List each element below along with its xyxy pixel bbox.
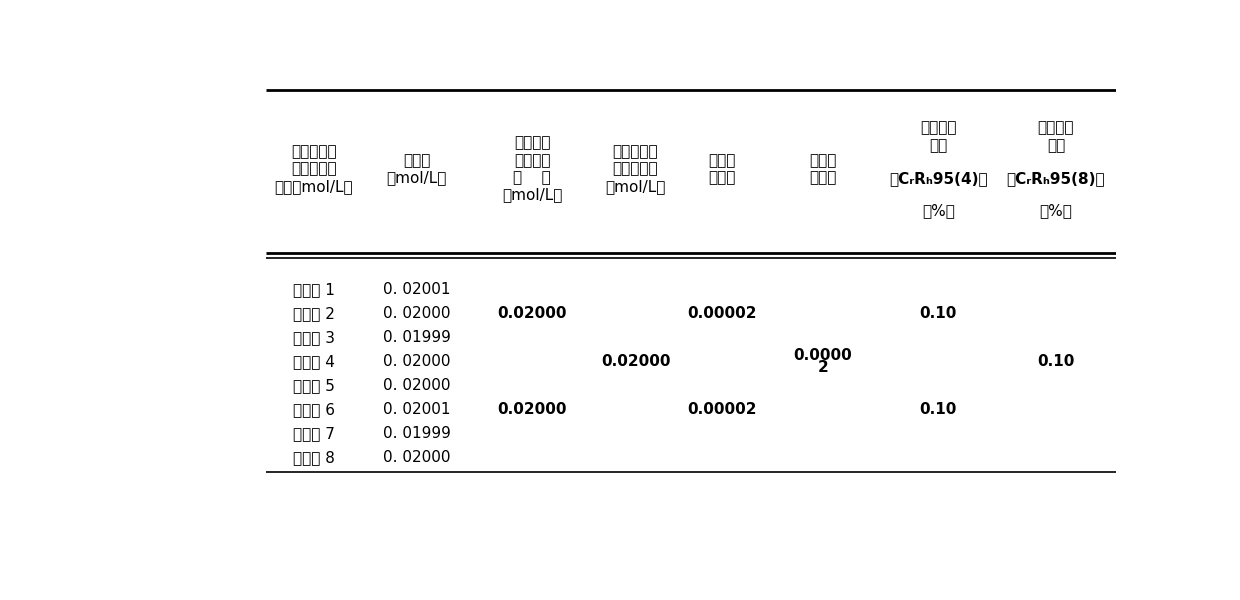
Text: 0. 02001: 0. 02001 (383, 282, 450, 297)
Text: 0. 02000: 0. 02000 (383, 306, 450, 321)
Text: （%）: （%） (921, 203, 955, 218)
Text: 测量值 8: 测量值 8 (293, 450, 335, 465)
Text: 0.10: 0.10 (920, 402, 957, 417)
Text: 【CᵣRₕ95(4)】: 【CᵣRₕ95(4)】 (889, 171, 987, 186)
Text: 【CᵣRₕ95(8)】: 【CᵣRₕ95(8)】 (1007, 171, 1105, 186)
Text: 四平行摩
尔浓度平
均    值
（mol/L）: 四平行摩 尔浓度平 均 值 （mol/L） (502, 136, 563, 203)
Text: 0. 02000: 0. 02000 (383, 354, 450, 369)
Text: 八平行
极差值: 八平行 极差值 (810, 153, 837, 185)
Text: 极差的相
对值: 极差的相 对值 (1038, 121, 1074, 153)
Text: 0. 01999: 0. 01999 (383, 330, 451, 345)
Text: 0.02000: 0.02000 (600, 354, 671, 369)
Text: 测量值 5: 测量值 5 (293, 378, 335, 393)
Text: 2: 2 (817, 360, 828, 375)
Text: 0.00002: 0.00002 (687, 402, 756, 417)
Text: 极差的相
对值: 极差的相 对值 (920, 121, 956, 153)
Text: 0.02000: 0.02000 (497, 402, 567, 417)
Text: 0.02000: 0.02000 (497, 306, 567, 321)
Text: 0. 01999: 0. 01999 (383, 426, 451, 441)
Text: 四平行
极差值: 四平行 极差值 (708, 153, 735, 185)
Text: 测量值 4: 测量值 4 (293, 354, 335, 369)
Text: 0.00002: 0.00002 (687, 306, 756, 321)
Text: 测量值 3: 测量值 3 (293, 330, 335, 345)
Text: 测量值 6: 测量值 6 (293, 402, 335, 417)
Text: 测量值 2: 测量值 2 (293, 306, 335, 321)
Text: 测量值 1: 测量值 1 (293, 282, 335, 297)
Text: 测量值 7: 测量值 7 (293, 426, 335, 441)
Text: 0.0000: 0.0000 (794, 348, 852, 363)
Text: 0.10: 0.10 (1037, 354, 1075, 369)
Text: 0.10: 0.10 (920, 306, 957, 321)
Text: 八平行摩尔
浓度平均值
（mol/L）: 八平行摩尔 浓度平均值 （mol/L） (605, 144, 666, 194)
Text: 标定值
（mol/L）: 标定值 （mol/L） (387, 153, 448, 185)
Text: （%）: （%） (1039, 203, 1073, 218)
Text: 0. 02001: 0. 02001 (383, 402, 450, 417)
Text: 0. 02000: 0. 02000 (383, 450, 450, 465)
Text: 重铬酸钾标
准溶液摩尔
浓度（mol/L）: 重铬酸钾标 准溶液摩尔 浓度（mol/L） (274, 144, 353, 194)
Text: 0. 02000: 0. 02000 (383, 378, 450, 393)
